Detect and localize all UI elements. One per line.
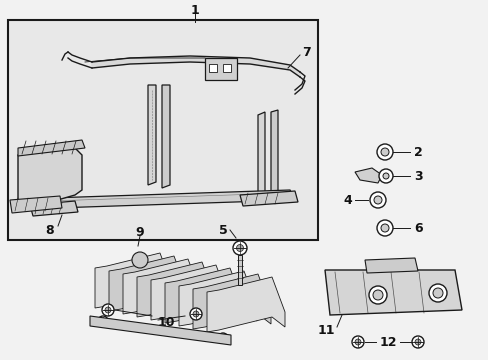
- Polygon shape: [137, 262, 215, 317]
- Polygon shape: [148, 85, 156, 185]
- Circle shape: [98, 316, 108, 326]
- Polygon shape: [240, 191, 297, 206]
- Circle shape: [372, 290, 382, 300]
- Polygon shape: [258, 112, 264, 198]
- Text: 3: 3: [413, 170, 422, 183]
- Circle shape: [373, 196, 381, 204]
- Circle shape: [376, 220, 392, 236]
- Text: 10: 10: [158, 315, 175, 328]
- Polygon shape: [162, 85, 170, 188]
- Polygon shape: [30, 201, 78, 216]
- Polygon shape: [18, 148, 82, 210]
- Circle shape: [378, 169, 392, 183]
- Polygon shape: [10, 196, 62, 213]
- Circle shape: [368, 286, 386, 304]
- Text: 1: 1: [190, 4, 199, 17]
- Circle shape: [193, 311, 199, 317]
- Circle shape: [218, 333, 227, 343]
- Circle shape: [414, 339, 420, 345]
- Polygon shape: [90, 316, 230, 345]
- Polygon shape: [193, 274, 270, 329]
- Circle shape: [380, 148, 388, 156]
- Polygon shape: [364, 258, 417, 273]
- Text: 6: 6: [413, 221, 422, 234]
- Polygon shape: [95, 253, 173, 308]
- Polygon shape: [270, 110, 278, 196]
- Polygon shape: [206, 277, 285, 332]
- Text: 8: 8: [45, 224, 54, 237]
- Circle shape: [411, 336, 423, 348]
- Polygon shape: [151, 265, 228, 320]
- Circle shape: [351, 336, 363, 348]
- Bar: [204, 58, 237, 80]
- Circle shape: [354, 339, 360, 345]
- Circle shape: [382, 173, 388, 179]
- Polygon shape: [92, 56, 299, 77]
- Circle shape: [132, 252, 148, 268]
- Circle shape: [236, 244, 243, 252]
- Circle shape: [432, 288, 442, 298]
- Polygon shape: [325, 270, 461, 315]
- Circle shape: [105, 307, 111, 313]
- Polygon shape: [50, 190, 294, 208]
- Bar: [208, 64, 217, 72]
- Polygon shape: [18, 140, 85, 156]
- Text: 5: 5: [219, 224, 227, 237]
- Text: 9: 9: [135, 225, 144, 239]
- Bar: [8, 20, 317, 240]
- Circle shape: [102, 304, 114, 316]
- Circle shape: [101, 319, 105, 324]
- Circle shape: [220, 336, 225, 341]
- Text: 2: 2: [413, 145, 422, 158]
- Polygon shape: [123, 259, 201, 314]
- Polygon shape: [179, 271, 257, 326]
- Text: 12: 12: [379, 336, 397, 348]
- Bar: [223, 64, 230, 72]
- Text: 4: 4: [343, 194, 351, 207]
- Polygon shape: [109, 256, 186, 311]
- Circle shape: [369, 192, 385, 208]
- Polygon shape: [354, 168, 381, 183]
- Text: 11: 11: [317, 324, 334, 337]
- Bar: [238, 255, 242, 285]
- Circle shape: [380, 224, 388, 232]
- Text: 7: 7: [302, 45, 310, 59]
- Circle shape: [376, 144, 392, 160]
- Circle shape: [428, 284, 446, 302]
- Circle shape: [190, 308, 202, 320]
- Polygon shape: [164, 268, 243, 323]
- Circle shape: [232, 241, 246, 255]
